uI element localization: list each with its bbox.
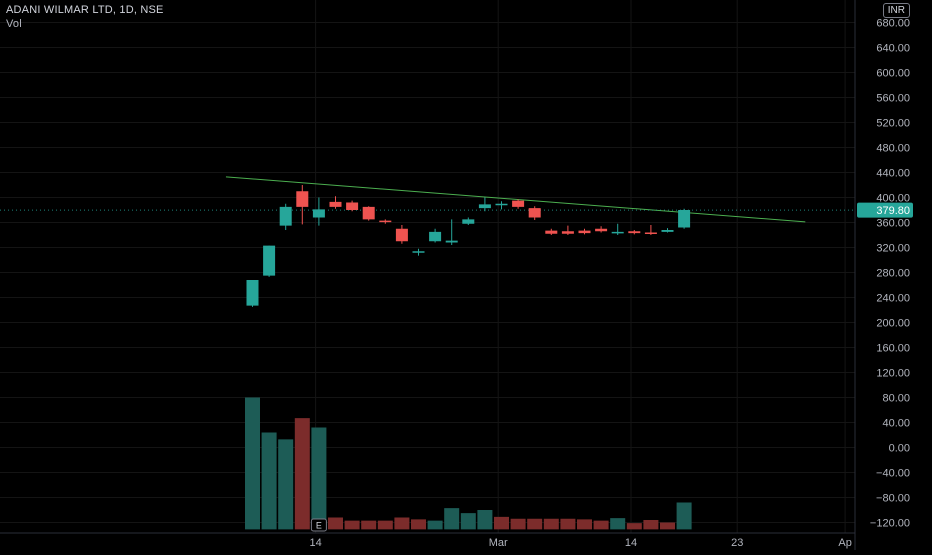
candle-body[interactable]: [412, 251, 425, 253]
volume-bar: [660, 522, 675, 530]
candle-body[interactable]: [263, 245, 276, 276]
y-axis-tick-label: 200.00: [876, 318, 910, 330]
candle-body[interactable]: [329, 201, 342, 207]
candle-body[interactable]: [246, 280, 259, 306]
volume-bar: [527, 518, 543, 530]
x-axis-tick-label: Ap: [838, 537, 851, 549]
candle-body[interactable]: [545, 230, 558, 234]
y-axis-tick-label: 400.00: [876, 193, 910, 205]
y-axis-tick-label: 0.00: [889, 443, 910, 455]
volume-bar: [626, 523, 642, 530]
volume-bar: [610, 518, 626, 530]
earnings-marker[interactable]: [310, 518, 327, 532]
volume-bar: [643, 520, 659, 530]
volume-bar: [543, 518, 559, 530]
volume-bar: [477, 510, 493, 530]
volume-bar: [328, 517, 343, 530]
candle-body[interactable]: [512, 200, 525, 207]
y-axis-tick-label: 520.00: [876, 118, 910, 130]
volume-bar: [294, 418, 310, 530]
y-axis-tick-label: 320.00: [876, 243, 910, 255]
y-axis-tick-label: 40.00: [882, 418, 910, 430]
volume-bar: [361, 520, 377, 530]
volume-bar: [411, 519, 426, 530]
candle-body[interactable]: [595, 228, 608, 232]
volume-bar: [460, 513, 476, 530]
symbol-title[interactable]: ADANI WILMAR LTD, 1D, NSE: [6, 4, 164, 16]
candle-body[interactable]: [495, 203, 508, 206]
candle-body[interactable]: [279, 206, 292, 226]
volume-indicator-label[interactable]: Vol: [6, 18, 22, 30]
candle-body[interactable]: [462, 219, 475, 224]
volume-bar: [593, 520, 609, 530]
volume-bar: [377, 520, 393, 530]
current-price-tag[interactable]: [857, 202, 913, 218]
y-axis-tick-label: 360.00: [876, 218, 910, 230]
volume-bar: [311, 427, 327, 530]
y-axis-tick-label: 160.00: [876, 343, 910, 355]
candle-body[interactable]: [362, 206, 375, 220]
candle-body[interactable]: [578, 230, 591, 234]
volume-bar: [344, 520, 360, 530]
y-axis-tick-label: 560.00: [876, 93, 910, 105]
candle-body[interactable]: [395, 228, 408, 242]
candle-body[interactable]: [445, 240, 458, 243]
candle-body[interactable]: [628, 231, 641, 234]
x-axis-tick-label: 14: [309, 537, 321, 549]
earnings-marker-label: E: [316, 521, 322, 531]
y-axis-tick-label: 600.00: [876, 68, 910, 80]
y-axis-tick-label: 680.00: [876, 18, 910, 30]
volume-bar: [245, 397, 260, 530]
volume-bar: [278, 439, 294, 530]
trendline[interactable]: [225, 176, 806, 223]
x-axis-tick-label: 23: [731, 537, 743, 549]
current-price-label: 379.80: [876, 205, 910, 217]
y-axis-tick-label: −80.00: [876, 493, 910, 505]
x-axis-tick-label: Mar: [489, 537, 508, 549]
volume-bar: [676, 502, 692, 530]
candle-body[interactable]: [644, 232, 657, 235]
volume-bar: [560, 518, 576, 530]
candle-body[interactable]: [296, 191, 309, 207]
y-axis-tick-label: 440.00: [876, 168, 910, 180]
volume-bar: [427, 520, 443, 530]
y-axis-tick-label: 120.00: [876, 368, 910, 380]
candle-body[interactable]: [661, 230, 674, 232]
candle-body[interactable]: [346, 202, 359, 211]
volume-bar: [494, 516, 509, 530]
volume-bar: [261, 432, 277, 530]
candle-body[interactable]: [611, 231, 624, 234]
candle-body[interactable]: [379, 220, 392, 223]
volume-bar: [577, 519, 592, 530]
x-axis-tick-label: 14: [625, 537, 637, 549]
y-axis-tick-label: 240.00: [876, 293, 910, 305]
candle-body[interactable]: [429, 231, 442, 242]
y-axis-tick-label: 480.00: [876, 143, 910, 155]
y-axis-tick-label: −120.00: [870, 518, 910, 530]
volume-bar: [394, 517, 410, 530]
y-axis-tick-label: 280.00: [876, 268, 910, 280]
y-axis-tick-label: 80.00: [882, 393, 910, 405]
candle-body[interactable]: [312, 209, 325, 218]
candle-body[interactable]: [561, 231, 574, 234]
candle-body[interactable]: [528, 208, 541, 218]
y-axis-tick-label: 640.00: [876, 43, 910, 55]
y-axis-tick-label: −40.00: [876, 468, 910, 480]
candle-body[interactable]: [478, 204, 491, 209]
volume-bar: [510, 518, 526, 530]
currency-button[interactable]: INR: [882, 3, 910, 18]
volume-bar: [444, 508, 460, 530]
candle-body[interactable]: [678, 210, 691, 228]
